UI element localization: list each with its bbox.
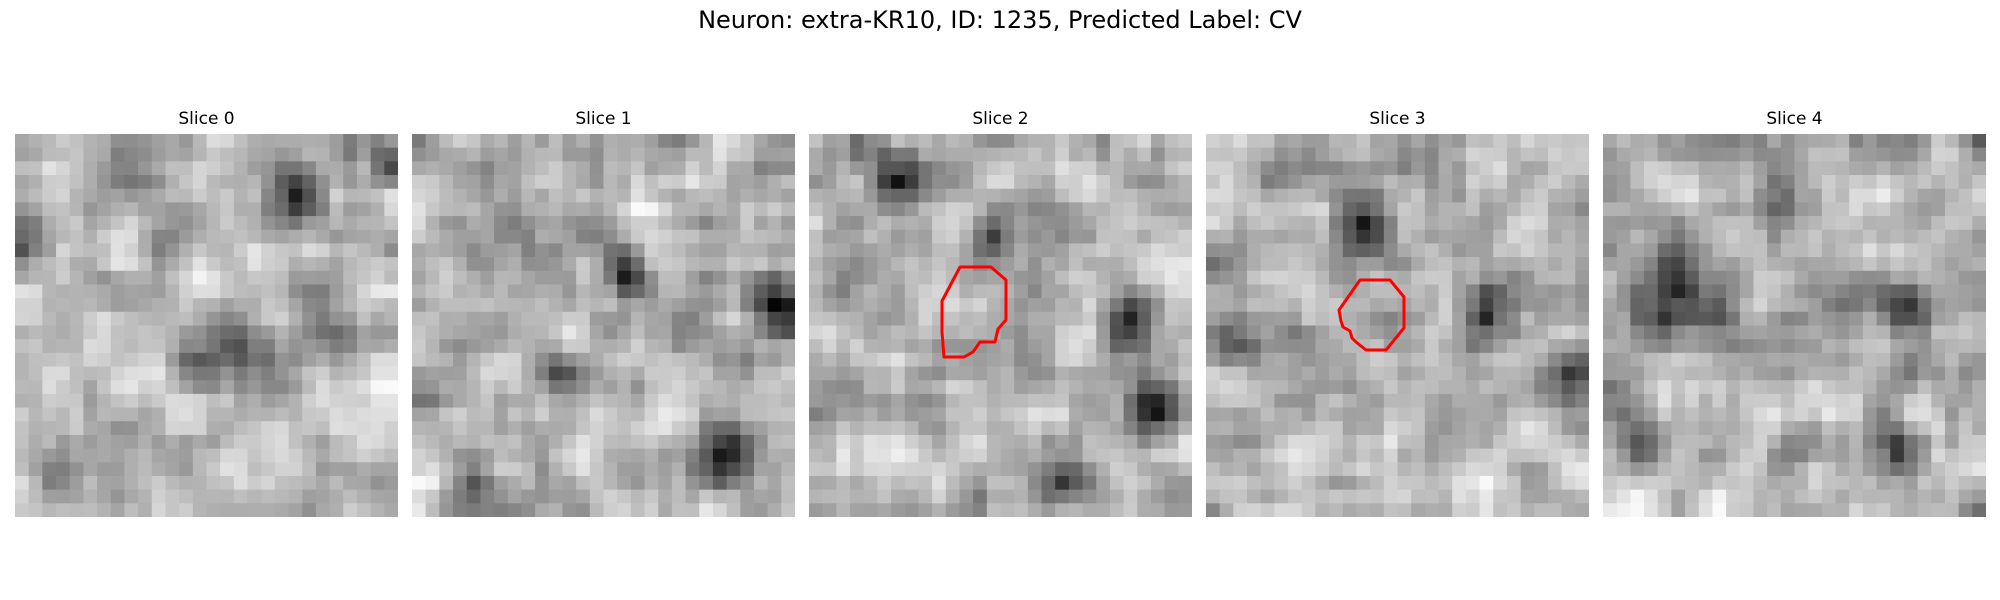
roi-outline-3 (1337, 278, 1406, 352)
slice-panel-0: Slice 0 (15, 108, 398, 517)
slice-image-2 (809, 134, 1192, 517)
slice-title-4: Slice 4 (1766, 109, 1823, 129)
slice-image-1 (412, 134, 795, 517)
figure-title: Neuron: extra-KR10, ID: 1235, Predicted … (698, 6, 1302, 34)
slice-image-4 (1603, 134, 1986, 517)
slice-panel-2: Slice 2 (809, 108, 1192, 517)
slice-title-3: Slice 3 (1369, 109, 1426, 129)
slice-image-0 (15, 134, 398, 517)
slice-title-0: Slice 0 (178, 109, 235, 129)
slice-panel-4: Slice 4 (1603, 108, 1986, 517)
slice-panel-3: Slice 3 (1206, 108, 1589, 517)
slice-title-2: Slice 2 (972, 109, 1029, 129)
slice-image-3 (1206, 134, 1589, 517)
slice-panel-1: Slice 1 (412, 108, 795, 517)
roi-outline-2 (940, 265, 1008, 359)
slice-title-1: Slice 1 (575, 109, 632, 129)
